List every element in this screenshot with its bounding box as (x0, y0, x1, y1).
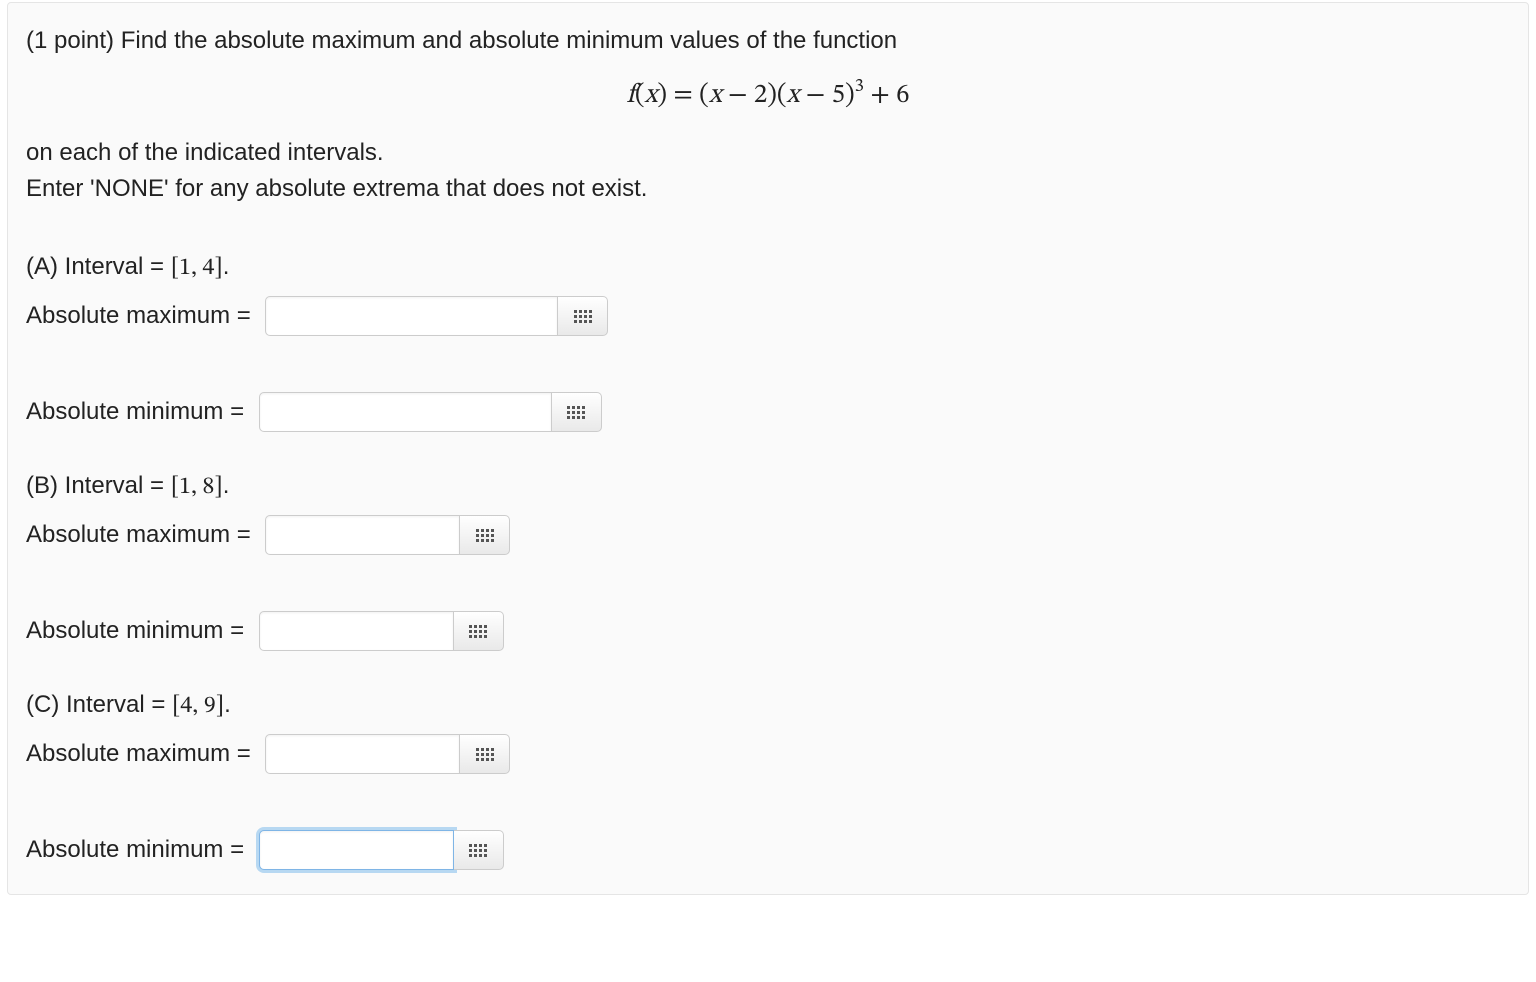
keypad-button-c-max[interactable] (460, 734, 510, 774)
eq-x1: x (644, 82, 657, 109)
eq-f: f (627, 82, 635, 109)
keypad-icon (469, 625, 487, 638)
row-a-min: Absolute minimum = (26, 392, 1510, 432)
eq-close: ) (657, 82, 667, 109)
row-c-min: Absolute minimum = (26, 830, 1510, 870)
input-group-a-min (259, 392, 602, 432)
keypad-button-b-min[interactable] (454, 611, 504, 651)
section-a-period: . (223, 253, 230, 280)
input-group-c-max (265, 734, 510, 774)
keypad-button-a-min[interactable] (552, 392, 602, 432)
row-b-min: Absolute minimum = (26, 611, 1510, 651)
row-c-max: Absolute maximum = (26, 734, 1510, 774)
input-c-max[interactable] (265, 734, 460, 774)
section-a-interval: [1, 4] (171, 256, 223, 280)
input-a-min[interactable] (259, 392, 552, 432)
eq-p1a: ( (699, 82, 709, 109)
label-c-min: Absolute minimum = (26, 836, 251, 864)
points-label: (1 point) (26, 27, 121, 54)
input-group-b-max (265, 515, 510, 555)
section-c-heading: (C) Interval = [4, 9]. (26, 687, 1510, 724)
problem-panel: (1 point) Find the absolute maximum and … (7, 2, 1529, 895)
input-group-a-max (265, 296, 608, 336)
section-b-heading: (B) Interval = [1, 8]. (26, 468, 1510, 505)
intro-line: (1 point) Find the absolute maximum and … (26, 23, 1510, 59)
keypad-icon (469, 844, 487, 857)
keypad-icon (476, 529, 494, 542)
eq-p1c: − 5) (799, 82, 854, 109)
label-a-max: Absolute maximum = (26, 302, 257, 330)
section-c-prefix: (C) Interval = (26, 691, 172, 718)
input-a-max[interactable] (265, 296, 558, 336)
keypad-button-a-max[interactable] (558, 296, 608, 336)
eq-tail: + 6 (864, 82, 910, 109)
eq-exp: 3 (855, 78, 864, 96)
row-a-max: Absolute maximum = (26, 296, 1510, 336)
label-a-min: Absolute minimum = (26, 398, 251, 426)
row-b-max: Absolute maximum = (26, 515, 1510, 555)
keypad-icon (567, 406, 585, 419)
section-b-period: . (223, 472, 230, 499)
section-b-interval: [1, 8] (171, 475, 223, 499)
intro-text: Find the absolute maximum and absolute m… (121, 27, 897, 54)
input-b-min[interactable] (259, 611, 454, 651)
section-a-prefix: (A) Interval = (26, 253, 171, 280)
section-a: (A) Interval = [1, 4]. Absolute maximum … (26, 249, 1510, 432)
eq-open: ( (635, 82, 645, 109)
eq-x3: x (787, 82, 800, 109)
equation-block: f(x) = (x − 2)(x − 5)3 + 6 (26, 77, 1510, 113)
section-c-interval: [4, 9] (172, 694, 224, 718)
keypad-button-c-min[interactable] (454, 830, 504, 870)
keypad-icon (476, 748, 494, 761)
input-group-b-min (259, 611, 504, 651)
equation: f(x) = (x − 2)(x − 5)3 + 6 (627, 82, 910, 109)
input-c-min[interactable] (259, 830, 454, 870)
label-b-min: Absolute minimum = (26, 617, 251, 645)
label-b-max: Absolute maximum = (26, 521, 257, 549)
keypad-icon (574, 310, 592, 323)
input-b-max[interactable] (265, 515, 460, 555)
keypad-button-b-max[interactable] (460, 515, 510, 555)
label-c-max: Absolute maximum = (26, 740, 257, 768)
section-b: (B) Interval = [1, 8]. Absolute maximum … (26, 468, 1510, 651)
eq-x2: x (709, 82, 722, 109)
eq-eq: = (667, 82, 699, 109)
section-a-heading: (A) Interval = [1, 4]. (26, 249, 1510, 286)
section-c-period: . (224, 691, 231, 718)
line-2: on each of the indicated intervals. (26, 135, 1510, 171)
section-c: (C) Interval = [4, 9]. Absolute maximum … (26, 687, 1510, 870)
line-3: Enter 'NONE' for any absolute extrema th… (26, 171, 1510, 207)
section-b-prefix: (B) Interval = (26, 472, 171, 499)
input-group-c-min (259, 830, 504, 870)
eq-p1b: − 2)( (722, 82, 787, 109)
